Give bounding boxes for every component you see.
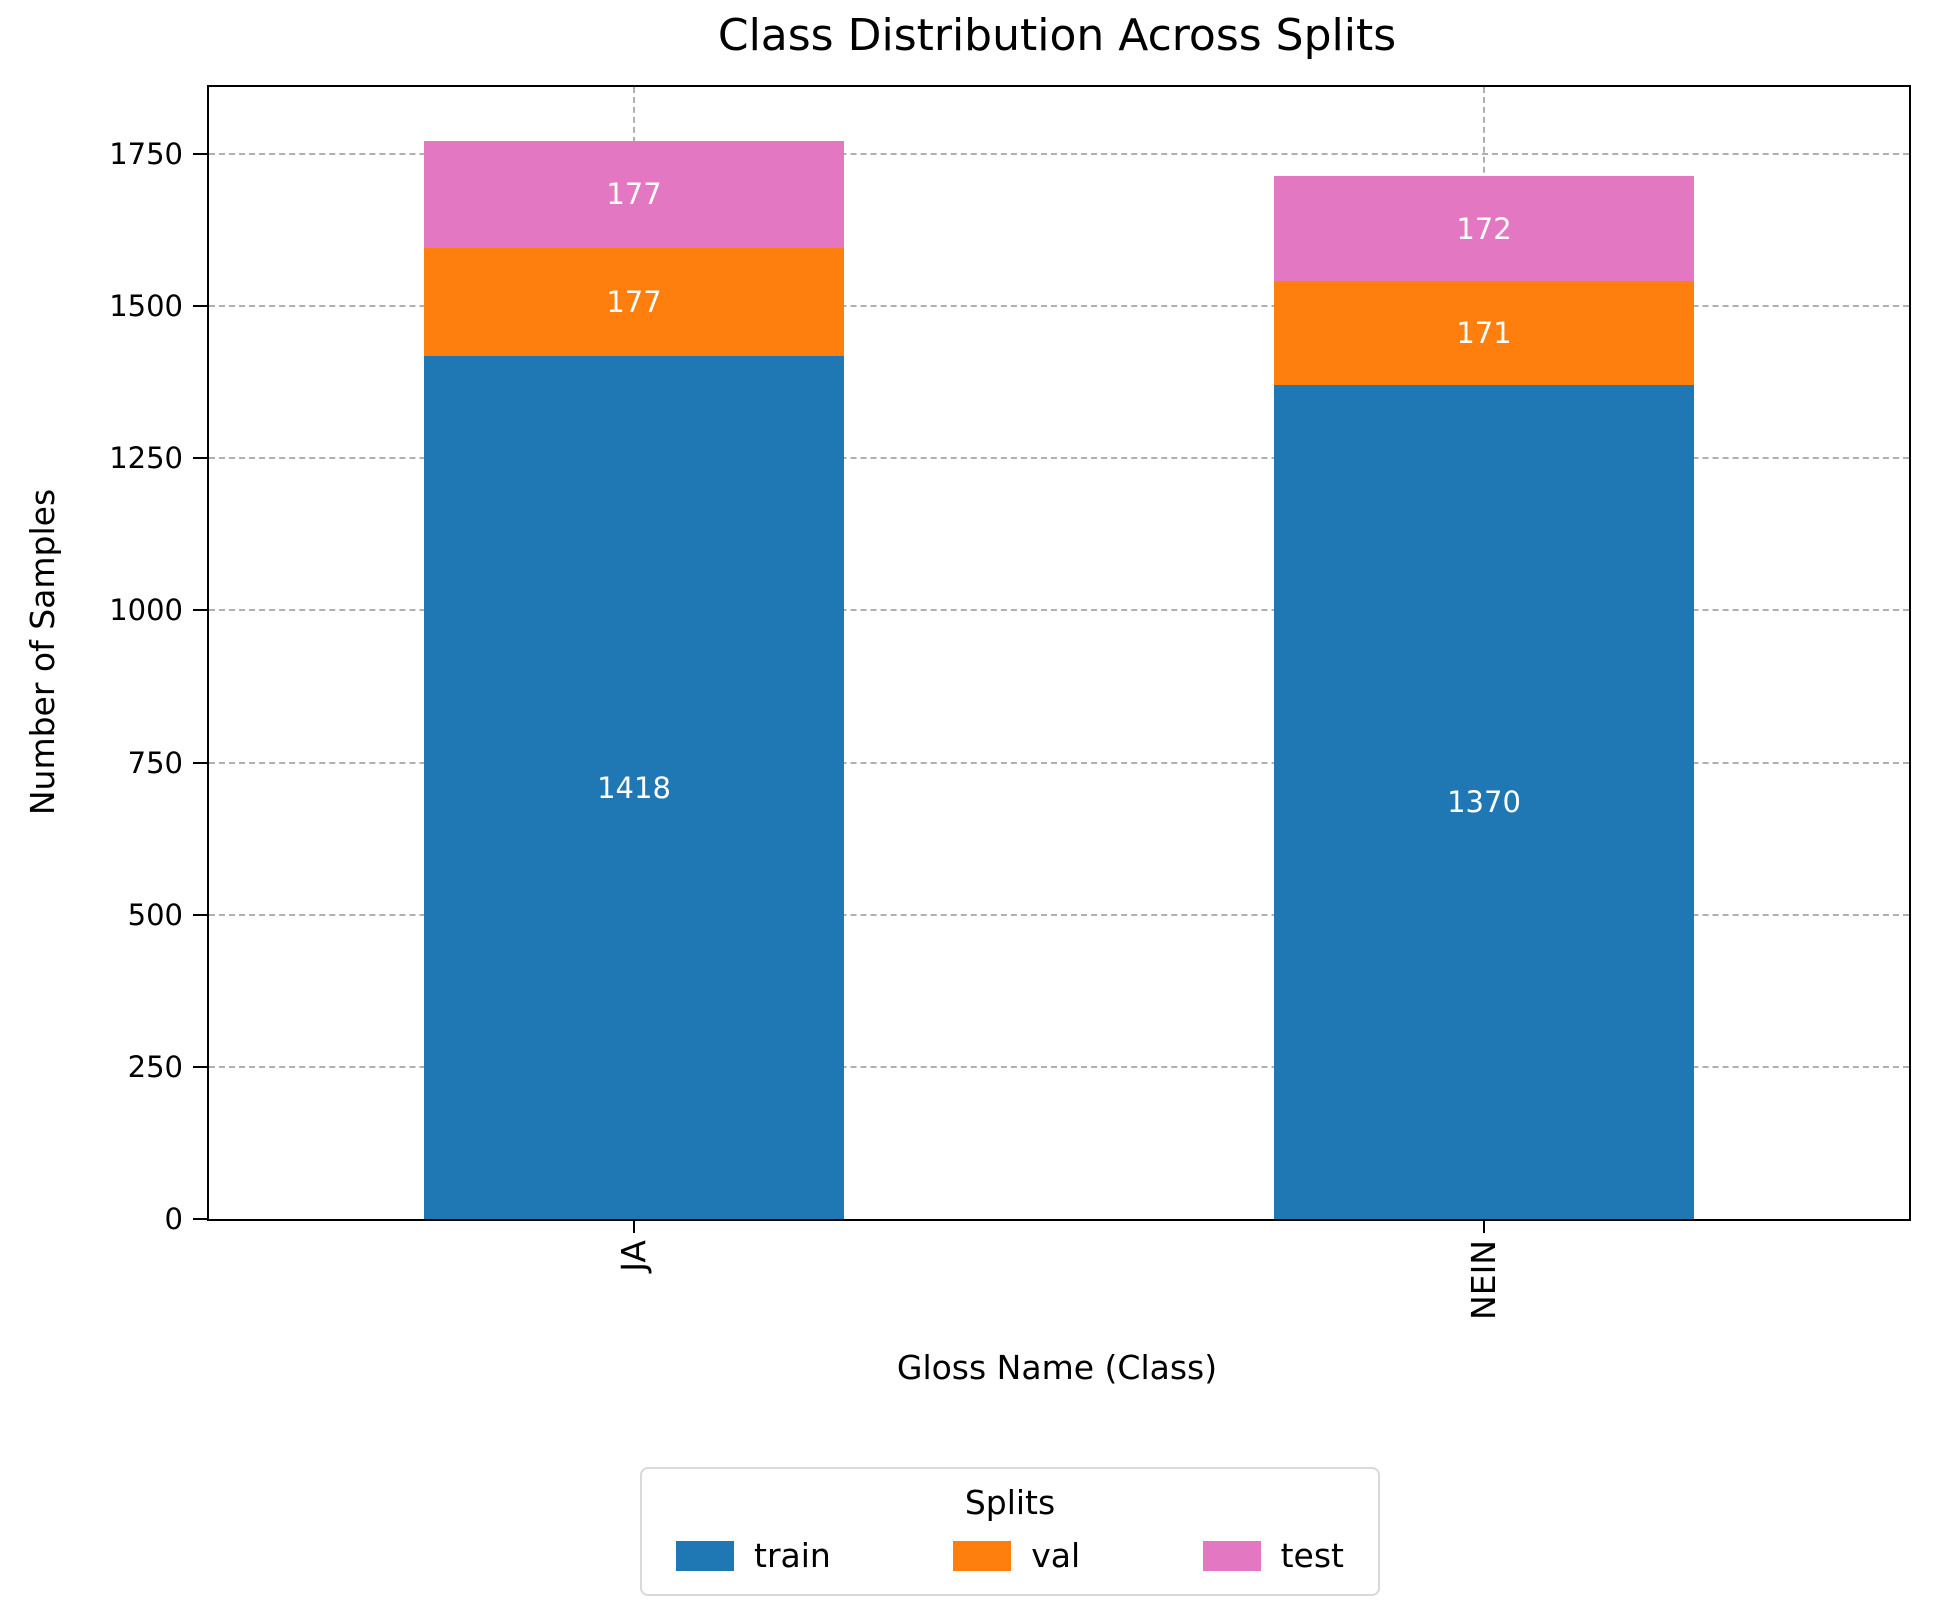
legend-swatch-test [1202,1541,1261,1571]
gridline-y-1750 [209,152,1909,155]
y-tick-label: 250 [127,1049,183,1084]
gridline-y-250 [209,1065,1909,1068]
y-tick-label: 1000 [109,593,183,628]
y-tick-label: 1500 [109,289,183,324]
legend-entries: train val test [642,1536,1378,1576]
y-tick-mark [193,609,207,612]
legend-entry-val: val [953,1536,1080,1576]
gridline-y-500 [209,913,1909,916]
bar-segment-train-JA: 1418 [424,356,844,1219]
x-tick-mark [633,1219,635,1233]
chart-title: Class Distribution Across Splits [717,10,1397,61]
legend-entry-test: test [1202,1536,1344,1576]
gridline-y-750 [209,761,1909,764]
x-tick-label-NEIN: NEIN [1464,1240,1503,1320]
bar-segment-test-JA: 177 [424,140,844,249]
y-tick-mark [193,1218,207,1220]
y-tick-label: 0 [164,1202,183,1236]
gridline-y-1250 [209,457,1909,460]
bar-value-label: 177 [606,177,662,212]
x-axis-label: Gloss Name (Class) [896,1348,1218,1387]
bar-value-label: 1418 [597,770,671,805]
bar-value-label: 172 [1456,211,1512,246]
y-tick-mark [193,761,207,764]
bar-segment-train-NEIN: 1370 [1274,385,1694,1219]
y-tick-mark [193,1065,207,1068]
bar-segment-test-NEIN: 172 [1274,176,1694,282]
y-tick-mark [193,457,207,460]
gridline-y-1500 [209,305,1909,308]
legend: Splits train val test [640,1467,1380,1596]
bar-segment-val-JA: 177 [424,248,844,357]
y-tick-label: 1750 [109,136,183,171]
plot-area: 1418 177 177 1370 171 172 [207,85,1911,1221]
y-tick-label: 500 [127,897,183,932]
bar-segment-val-NEIN: 171 [1274,281,1694,386]
x-tick-label-JA: JA [614,1240,653,1272]
y-tick-mark [193,305,207,308]
x-tick-mark [1483,1219,1485,1233]
gridline-y-1000 [209,609,1909,612]
legend-label-train: train [754,1536,831,1575]
legend-title: Splits [964,1483,1056,1522]
y-tick-mark [193,152,207,155]
legend-swatch-train [676,1541,734,1571]
legend-swatch-val [953,1541,1012,1571]
legend-label-test: test [1280,1536,1344,1575]
y-tick-label: 1250 [109,441,183,476]
bar-value-label: 171 [1456,316,1512,351]
bar-value-label: 177 [606,285,662,320]
legend-label-val: val [1031,1536,1081,1575]
y-tick-mark [193,913,207,916]
bar-value-label: 1370 [1447,785,1521,820]
y-tick-label: 750 [127,745,183,780]
legend-entry-train: train [676,1536,831,1576]
